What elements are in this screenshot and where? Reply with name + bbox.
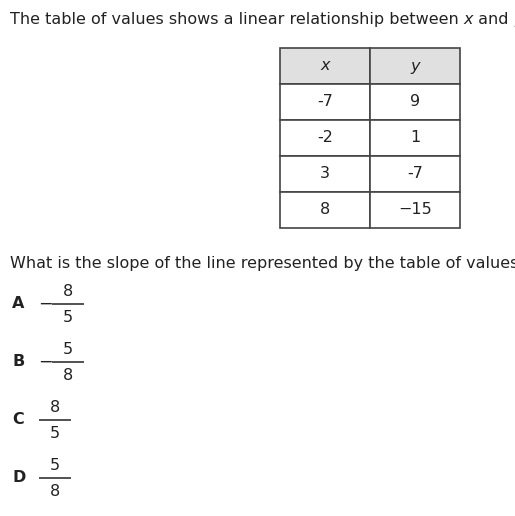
Text: What is the slope of the line represented by the table of values?: What is the slope of the line represente… [10, 256, 515, 271]
Text: C: C [12, 412, 24, 427]
Text: −: − [38, 353, 53, 371]
Bar [280, 120, 370, 156]
Text: x: x [464, 12, 473, 27]
Text: -7: -7 [317, 94, 333, 109]
Text: −: − [38, 295, 53, 313]
Bar [280, 84, 370, 120]
Text: x: x [320, 58, 330, 73]
Text: 5: 5 [50, 458, 60, 473]
Text: 8: 8 [320, 202, 330, 218]
Bar [370, 156, 460, 192]
Text: 5: 5 [63, 342, 73, 357]
Text: -2: -2 [317, 131, 333, 146]
Bar [370, 48, 460, 84]
Text: -7: -7 [407, 167, 423, 182]
Bar [370, 192, 460, 228]
Text: 1: 1 [410, 131, 420, 146]
Text: and: and [473, 12, 514, 27]
Text: −15: −15 [398, 202, 432, 218]
Text: y: y [514, 12, 515, 27]
Text: 8: 8 [63, 367, 73, 382]
Text: 8: 8 [50, 483, 60, 498]
Text: 9: 9 [410, 94, 420, 109]
Text: D: D [12, 471, 25, 486]
Text: 5: 5 [50, 426, 60, 441]
Text: 3: 3 [320, 167, 330, 182]
Bar [280, 192, 370, 228]
Text: y: y [410, 58, 420, 73]
Text: B: B [12, 354, 24, 369]
Text: 8: 8 [63, 283, 73, 298]
Text: 8: 8 [50, 399, 60, 414]
Bar [370, 120, 460, 156]
Bar [370, 84, 460, 120]
Text: The table of values shows a linear relationship between: The table of values shows a linear relat… [10, 12, 464, 27]
Bar [280, 156, 370, 192]
Text: 5: 5 [63, 310, 73, 325]
Text: A: A [12, 297, 24, 312]
Bar [280, 48, 370, 84]
